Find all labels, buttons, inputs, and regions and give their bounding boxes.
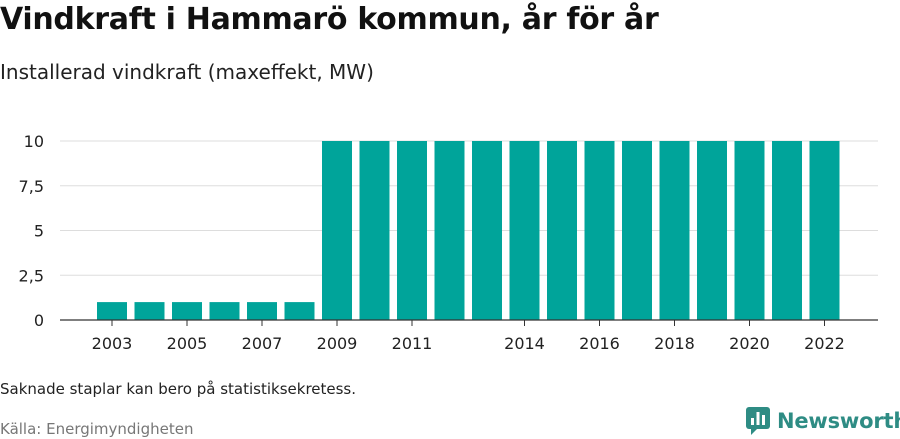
bar-2019 (697, 141, 727, 320)
source-label: Källa: Energimyndigheten (0, 420, 194, 438)
bar-2004 (134, 302, 165, 320)
chart-subtitle: Installerad vindkraft (maxeffekt, MW) (0, 60, 374, 84)
x-axis: 2003 2005 2007 2009 2011 2014 2016 2018 2020 2022 (60, 319, 878, 353)
y-tick-label: 7,5 (19, 177, 44, 196)
bar-2020 (734, 141, 765, 320)
x-tick-label: 2005 (167, 334, 208, 353)
footnote: Saknade staplar kan bero på statistiksek… (0, 380, 357, 398)
brand-name: Newsworthy (777, 409, 900, 433)
bar-2007 (247, 302, 277, 320)
bar-2006 (209, 302, 240, 320)
y-tick-label: 10 (24, 132, 44, 151)
bar-2008 (284, 302, 315, 320)
bar-2017 (622, 141, 652, 320)
y-tick-label: 5 (34, 222, 44, 241)
chart-title: Vindkraft i Hammarö kommun, år för år (0, 2, 659, 37)
x-tick-label: 2003 (92, 334, 133, 353)
x-tick-label: 2011 (392, 334, 433, 353)
brand-logo[interactable]: Newsworthy (745, 406, 900, 436)
bar-2015 (547, 141, 577, 320)
bar-chart: 02,557,510 2003 2005 2007 2009 2011 2014 2016 2… (19, 132, 878, 353)
y-tick-label: 2,5 (19, 266, 44, 285)
bar-2022 (809, 141, 840, 320)
y-tick-label: 0 (34, 311, 44, 330)
x-tick-label: 2020 (729, 334, 770, 353)
x-tick-label: 2009 (317, 334, 358, 353)
bar-2010 (359, 141, 390, 320)
x-tick-label: 2007 (242, 334, 283, 353)
bar-2009 (322, 141, 352, 320)
x-tick-label: 2018 (654, 334, 695, 353)
bar-2003 (97, 302, 127, 320)
bar-2014 (509, 141, 540, 320)
x-tick-label: 2016 (579, 334, 620, 353)
x-tick-label: 2022 (804, 334, 845, 353)
newsworthy-logo-icon (746, 407, 770, 435)
bar-2005 (172, 302, 202, 320)
bar-2018 (659, 141, 690, 320)
bars (97, 141, 840, 320)
bar-2011 (397, 141, 427, 320)
x-tick-label: 2014 (504, 334, 545, 353)
bar-2021 (772, 141, 802, 320)
bar-2013 (472, 141, 502, 320)
bar-2012 (434, 141, 465, 320)
bar-2016 (584, 141, 615, 320)
y-axis-labels: 0 2,5 5 7,5 10 (19, 132, 44, 330)
